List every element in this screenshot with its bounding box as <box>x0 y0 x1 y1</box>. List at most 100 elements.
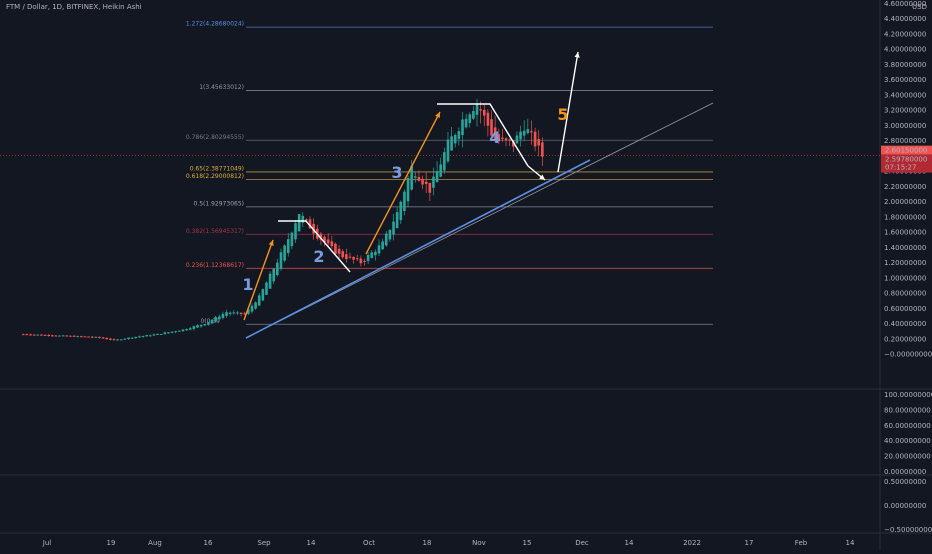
price-axis-tick: 3.20000000 <box>884 107 926 115</box>
wave-5-arrow <box>557 51 579 173</box>
candle-body <box>417 176 421 181</box>
candle-body <box>290 232 294 247</box>
candle-body <box>109 338 112 340</box>
time-axis-tick: Dec <box>575 539 589 547</box>
candle-body <box>515 135 519 144</box>
candle-body <box>80 336 83 338</box>
candle-body <box>207 321 210 325</box>
candle-body <box>308 219 312 229</box>
price-axis-tick: 0.60000000 <box>884 305 926 313</box>
time-axis-tick: Aug <box>148 539 162 547</box>
candle-body <box>61 335 65 337</box>
candle-body <box>461 119 464 136</box>
candle-body <box>98 336 101 338</box>
candle-body <box>94 336 98 338</box>
candle-body <box>152 334 156 336</box>
price-axis-tick: 1.80000000 <box>884 213 926 221</box>
candle-body <box>25 334 29 336</box>
time-axis-tick: Sep <box>257 539 271 547</box>
candle-body <box>123 338 127 340</box>
candle-body <box>159 333 163 335</box>
candle-body <box>522 130 526 136</box>
candle-body <box>490 119 493 136</box>
wave-5-arrow-head <box>574 52 580 58</box>
fib-level-label: 0(0.39 <box>200 318 220 325</box>
price-axis-tick: 1.00000000 <box>884 274 926 282</box>
candle-body <box>268 273 272 289</box>
candle-body <box>272 268 276 282</box>
candle-body <box>141 335 145 337</box>
time-axis-tick: Nov <box>472 539 486 547</box>
price-axis-tick: 3.80000000 <box>884 61 926 69</box>
candle-body <box>76 336 80 338</box>
candle-body <box>174 331 178 333</box>
bar-countdown: 07:15:27 <box>885 164 916 172</box>
wave-4-arrow-head <box>539 174 545 180</box>
candle-body <box>243 313 246 315</box>
candle-body <box>530 131 533 133</box>
fib-level-label: 1.272(4.28680024) <box>186 21 244 28</box>
candle-body <box>265 282 268 295</box>
price-axis-tick: 4.40000000 <box>884 15 926 23</box>
candle-body <box>283 245 286 261</box>
candle-body <box>112 339 116 341</box>
price-axis-tick: 2.80000000 <box>884 137 926 145</box>
candle-body <box>370 252 374 258</box>
candle-body <box>116 339 119 341</box>
candle-body <box>203 324 207 326</box>
candle-body <box>326 239 330 244</box>
candle-body <box>214 317 217 322</box>
candle-body <box>210 319 214 324</box>
candle-body <box>341 251 344 258</box>
candle-body <box>47 334 50 336</box>
candle-body <box>395 212 399 229</box>
candle-body <box>541 142 544 157</box>
candle-body <box>428 182 432 193</box>
candle-body <box>87 336 90 338</box>
price-axis-tick: −0.00000000 <box>884 351 932 359</box>
candle-body <box>297 214 301 232</box>
indicator-axis-tick: 100.00000000 <box>884 391 932 399</box>
candle-body <box>305 219 308 221</box>
candle-body <box>312 223 315 234</box>
candle-body <box>178 330 181 332</box>
candle-body <box>239 312 243 315</box>
time-axis-tick: 14 <box>846 539 855 547</box>
wave-1-arrow <box>243 239 274 321</box>
price-axis-tick: 3.60000000 <box>884 76 926 84</box>
candle-body <box>101 337 105 339</box>
candle-body <box>163 332 167 335</box>
candle-body <box>450 136 453 151</box>
candle-body <box>21 334 25 336</box>
wave-2-correction <box>278 220 351 273</box>
price-axis-tick: 2.00000000 <box>884 198 926 206</box>
wave-3-arrow-head <box>435 112 440 118</box>
candle-body <box>254 302 257 309</box>
candle-body <box>392 221 395 235</box>
candle-body <box>192 326 196 329</box>
fib-level-label: 0.786(2.80294555) <box>186 134 244 141</box>
candle-body <box>32 334 36 336</box>
candle-body <box>232 312 236 314</box>
candle-body <box>439 164 443 177</box>
candle-body <box>181 329 185 332</box>
fib-level-label: 0.618(2.29000812) <box>186 173 244 180</box>
candle-body <box>352 256 355 260</box>
indicator-axis-tick: 0.50000000 <box>884 478 926 486</box>
candle-body <box>381 241 384 250</box>
price-axis-tick: 4.60000000 <box>884 0 926 8</box>
candle-body <box>453 134 457 144</box>
candle-body <box>468 114 472 124</box>
candle-body <box>384 233 388 246</box>
candle-body <box>72 335 76 337</box>
candle-body <box>247 309 250 314</box>
candle-body <box>199 324 203 327</box>
candle-body <box>228 312 232 315</box>
candle-body <box>261 289 265 301</box>
candle-body <box>90 336 94 338</box>
symbol-title: FTM / Dollar, 1D, BITFINEX, Heikin Ashi <box>6 3 142 11</box>
candle-body <box>301 215 305 223</box>
indicator-axis-tick: 20.00000000 <box>884 453 931 461</box>
price-axis-tick: 4.20000000 <box>884 30 926 38</box>
